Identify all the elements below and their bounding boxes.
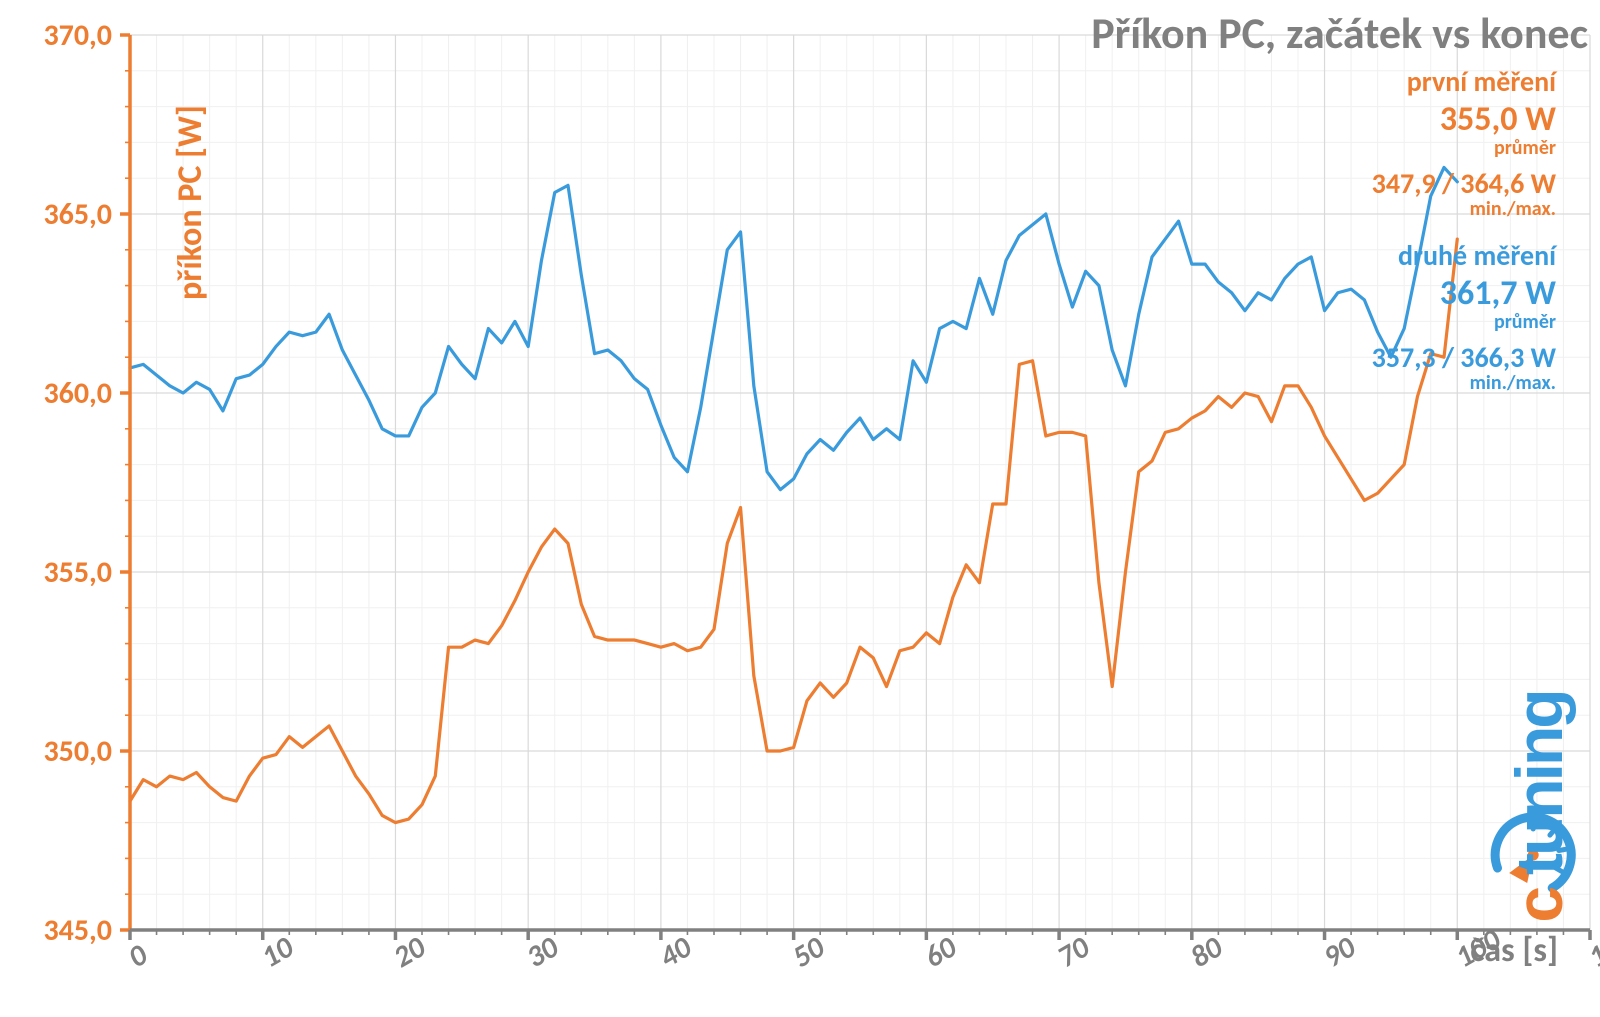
series-annotation: první měření355,0 Wprůměr347,9 / 364,6 W… <box>1372 64 1556 221</box>
annotation-minmax: 347,9 / 364,6 W <box>1372 166 1556 201</box>
svg-text:pc: pc <box>1502 888 1576 920</box>
annotation-minmax: 357,3 / 366,3 W <box>1372 340 1556 375</box>
series-annotation: druhé měření361,7 Wprůměr357,3 / 366,3 W… <box>1372 238 1556 395</box>
annotation-title: druhé měření <box>1372 238 1556 273</box>
y-axis-label: příkon PC [W] <box>170 105 211 300</box>
svg-text:tuning: tuning <box>1502 691 1576 875</box>
annotation-avg: 355,0 W <box>1372 99 1556 140</box>
y-tick-label: 345,0 <box>0 912 112 949</box>
watermark-logo: tuning pc <box>1490 550 1580 920</box>
y-tick-label: 365,0 <box>0 196 112 233</box>
annotation-title: první měření <box>1372 64 1556 99</box>
annotation-avg: 361,7 W <box>1372 273 1556 314</box>
chart-title: Příkon PC, začátek vs konec <box>1091 6 1588 60</box>
y-tick-label: 355,0 <box>0 554 112 591</box>
y-tick-label: 370,0 <box>0 17 112 54</box>
y-tick-label: 350,0 <box>0 733 112 770</box>
y-tick-label: 360,0 <box>0 375 112 412</box>
